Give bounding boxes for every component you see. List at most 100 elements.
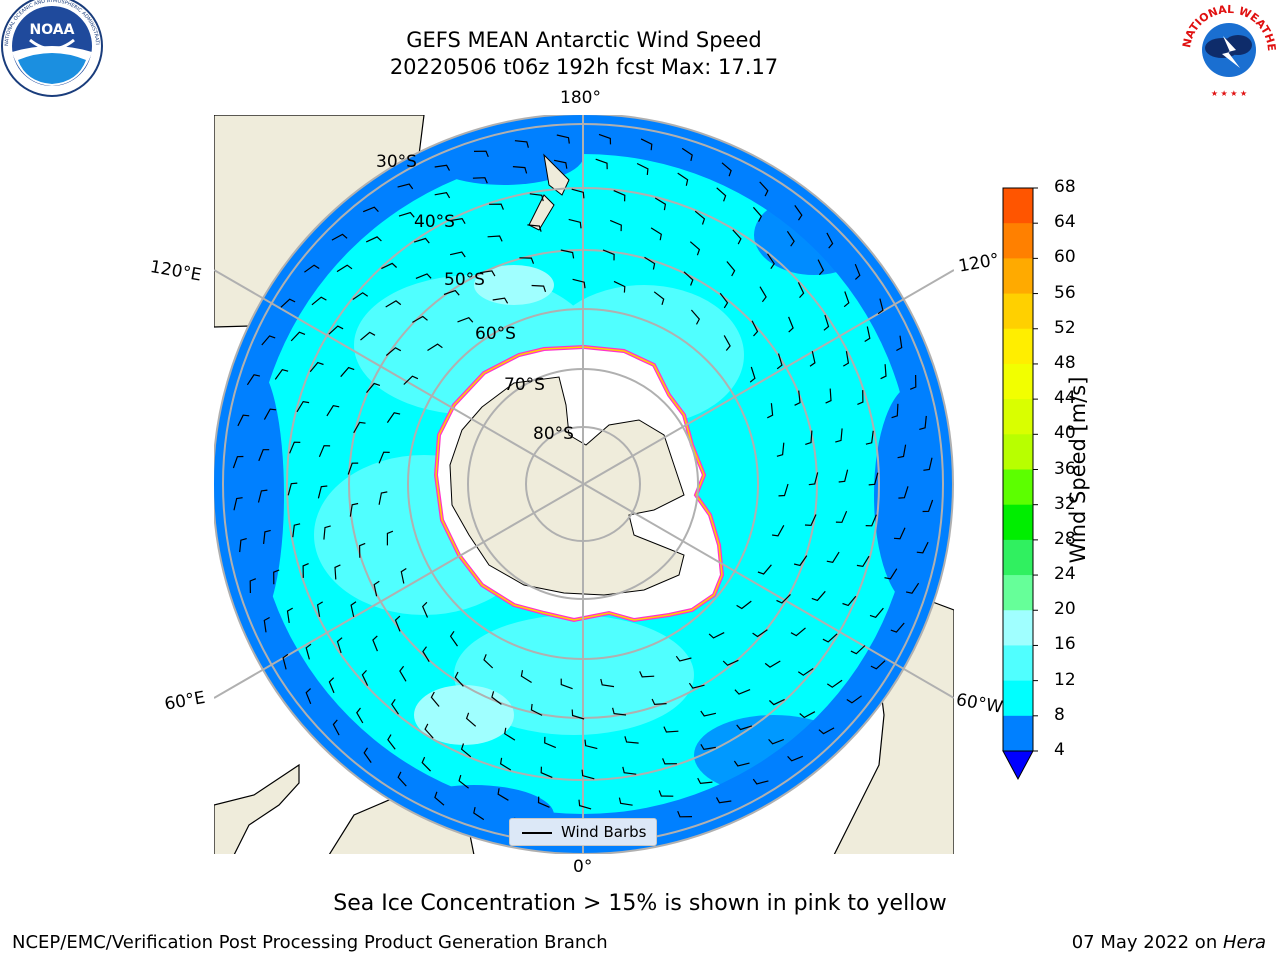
wind-barb: [675, 655, 692, 662]
wind-barb: [838, 469, 849, 483]
wind-barb: [690, 309, 701, 325]
wind-barb: [491, 691, 502, 705]
wind-barb: [434, 192, 451, 199]
wind-barb: [571, 188, 585, 199]
wind-barb: [639, 671, 655, 678]
wind-barb: [751, 320, 759, 337]
wind-barb: [457, 316, 474, 323]
wind-barb: [890, 622, 905, 633]
map-title: GEFS MEAN Antarctic Wind Speed: [406, 28, 762, 52]
wind-barb: [499, 757, 512, 771]
wind-barb: [694, 210, 706, 225]
wind-barb: [757, 564, 772, 575]
wind-barb: [233, 497, 243, 511]
wind-barb: [856, 555, 870, 568]
wind-barb: [817, 259, 825, 276]
wind-barb: [434, 164, 451, 171]
wind-barb: [613, 280, 626, 293]
wind-barb: [372, 635, 378, 652]
wind-barb: [480, 270, 496, 277]
wind-barb: [677, 172, 689, 186]
wind-barb: [386, 530, 394, 546]
colorbar-tick-label: 28: [1054, 528, 1076, 549]
wind-barb: [449, 630, 458, 647]
wind-barb: [662, 758, 677, 765]
wind-barb: [654, 197, 667, 211]
lat-label-30s: 30°S: [376, 152, 417, 172]
colorbar-bin: [1003, 399, 1033, 435]
wind-barb: [584, 739, 598, 750]
wind-barb: [282, 653, 289, 670]
wind-barb: [258, 449, 270, 462]
wind-barb: [823, 314, 830, 331]
colorbar-bin: [1003, 469, 1033, 506]
wind-barb: [804, 514, 817, 527]
wind-barb: [556, 134, 570, 144]
wind-barb: [595, 158, 608, 170]
wind-barb: [537, 796, 550, 808]
wind-barb: [504, 727, 516, 741]
wind-barb: [622, 766, 637, 775]
wind-barb: [232, 455, 244, 469]
wind-barb: [381, 262, 398, 270]
wind-barb: [842, 351, 850, 367]
colorbar-tick-label: 12: [1054, 669, 1076, 690]
wind-barb: [263, 529, 271, 544]
wind-barb: [323, 525, 331, 540]
wind-barb: [280, 298, 296, 308]
footer-date: 07 May 2022 on Hera: [1071, 932, 1266, 953]
lat-label-50s: 50°S: [444, 270, 485, 290]
wind-barb: [809, 350, 816, 367]
wind-barb: [854, 263, 861, 280]
wind-barb: [443, 289, 460, 296]
wind-barb: [736, 600, 752, 610]
lat-label-80s: 80°S: [533, 424, 574, 444]
colorbar-tick-label: 4: [1054, 740, 1065, 760]
wind-barb: [719, 292, 729, 309]
wind-barb: [385, 347, 402, 356]
wind-barb: [427, 343, 443, 352]
wind-barb: [600, 678, 615, 688]
wind-barb: [398, 211, 415, 218]
wind-barb: [571, 709, 585, 720]
wind-barb: [397, 183, 414, 190]
wind-barb: [868, 472, 879, 486]
colorbar-bin: [1003, 293, 1033, 330]
map-legend: Wind Barbs: [509, 818, 657, 846]
wind-barb: [722, 659, 739, 666]
wind-barb: [825, 388, 832, 404]
wind-barb: [759, 286, 767, 303]
wind-barb: [794, 390, 801, 406]
lon-label-180: 180°: [560, 88, 601, 108]
colorbar: [1000, 186, 1040, 786]
lon-label-60e: 60°E: [163, 687, 207, 715]
wind-barb: [721, 162, 732, 177]
polar-map: [214, 115, 954, 854]
colorbar-bin: [1003, 680, 1033, 717]
wind-barb: [609, 219, 622, 232]
wind-barb: [328, 677, 335, 694]
wind-barb: [826, 679, 843, 688]
wind-barb: [489, 203, 504, 210]
wind-barb: [286, 607, 293, 623]
wind-barb: [290, 331, 306, 342]
wind-barb: [421, 756, 432, 772]
wind-barb: [650, 227, 662, 241]
wind-barb: [877, 298, 884, 315]
wind-barb: [683, 271, 694, 286]
wind-barb: [843, 291, 850, 308]
wind-barb: [560, 249, 575, 259]
lat-label-60s: 60°S: [475, 324, 516, 344]
wind-barb: [531, 284, 547, 292]
colorbar-bin: [1003, 715, 1033, 752]
wind-barb: [336, 637, 343, 654]
colorbar-tick-label: 40: [1054, 423, 1076, 444]
wind-barb: [857, 390, 864, 405]
wind-barb: [689, 241, 701, 256]
colorbar-tick-label: 44: [1054, 388, 1076, 409]
wind-barb: [305, 643, 312, 660]
wind-barb: [835, 510, 848, 523]
wind-barb: [734, 689, 751, 695]
colorbar-bin: [1003, 363, 1033, 400]
wind-barb: [273, 569, 280, 585]
